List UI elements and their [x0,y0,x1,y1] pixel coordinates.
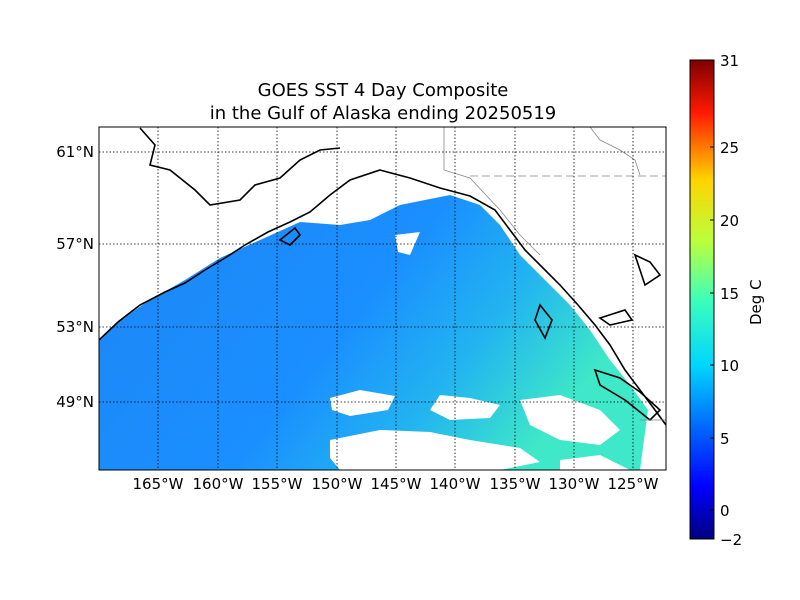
colorbar-tick-31: 31 [720,52,739,70]
colorbar-tick-0: 0 [720,502,730,520]
colorbar-tick-5: 5 [720,430,730,448]
lon-label-125: 125°W [608,475,659,493]
map-title-line2: in the Gulf of Alaska ending 20250519 [209,103,557,124]
colorbar-tick-15: 15 [720,285,739,303]
cloud-gaps [330,232,630,470]
colorbar-label: Deg C [747,279,765,325]
map-frame [98,126,667,471]
lon-label-165: 165°W [133,475,184,493]
colorbar-tick-neg2: −2 [720,531,742,549]
colorbar-ticks [710,59,714,511]
lat-label-61: 61°N [56,143,94,161]
colorbar-tick-25: 25 [720,139,739,157]
colorbar-tick-10: 10 [720,357,739,375]
lon-label-150: 150°W [312,475,363,493]
sst-ocean-field [99,195,648,470]
lon-label-135: 135°W [490,475,541,493]
colorbar [689,59,715,540]
lon-label-155: 155°W [252,475,303,493]
lon-label-140: 140°W [430,475,481,493]
lat-label-53: 53°N [56,318,94,336]
colorbar-tick-20: 20 [720,212,739,230]
lon-label-130: 130°W [549,475,600,493]
lon-label-145: 145°W [371,475,422,493]
lon-label-160: 160°W [193,475,244,493]
lat-label-57: 57°N [56,235,94,253]
coastlines [99,127,666,426]
lat-label-49: 49°N [56,393,94,411]
gridlines [99,127,666,470]
map-title-line1: GOES SST 4 Day Composite [257,80,509,101]
